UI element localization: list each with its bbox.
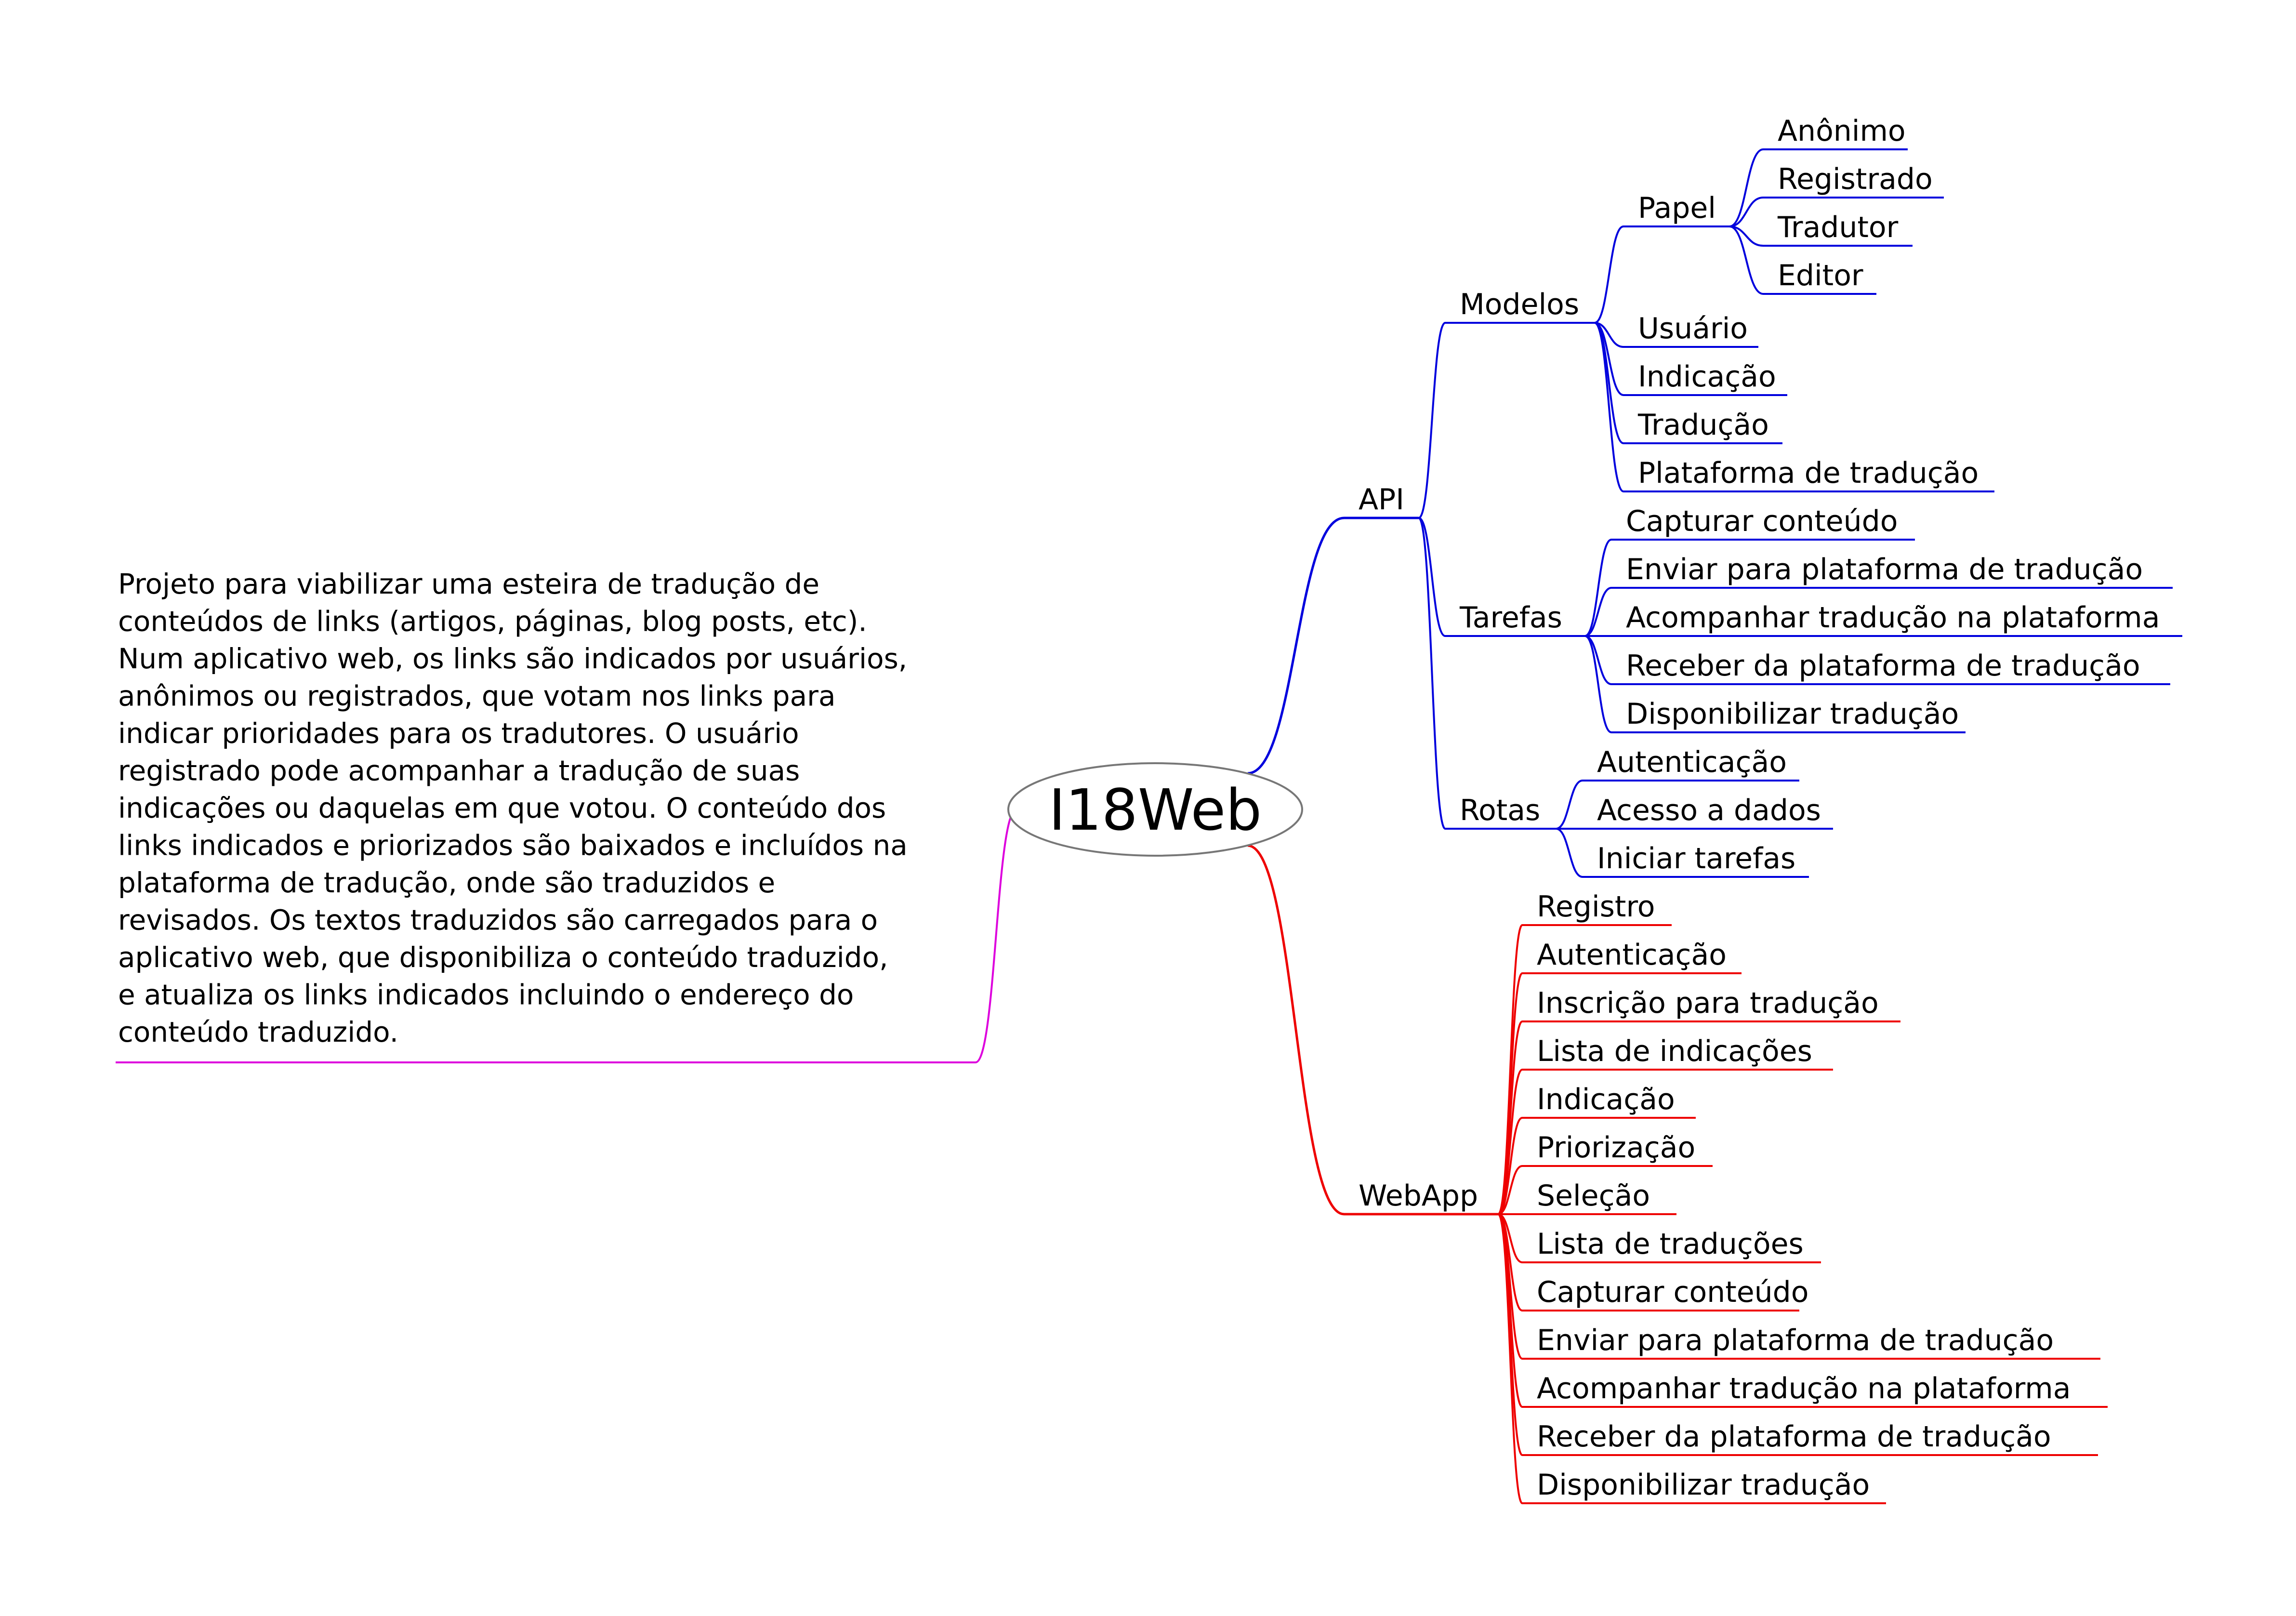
- node-papel-item-2[interactable]: Tradutor: [1777, 211, 1899, 244]
- node-modelos-item-3[interactable]: Plataforma de tradução: [1638, 456, 1979, 490]
- description-connector: [975, 808, 1017, 1063]
- node-papel-item-1-connector: [1729, 197, 1764, 227]
- node-papel-item-0-connector: [1729, 148, 1764, 227]
- description-line: anônimos ou registrados, que votam nos l…: [118, 680, 836, 713]
- node-tarefas-item-3[interactable]: Receber da plataforma de tradução: [1626, 649, 2140, 683]
- node-webapp-item-6[interactable]: Seleção: [1537, 1179, 1650, 1213]
- description-note: Projeto para viabilizar uma esteira de t…: [118, 568, 908, 1048]
- node-modelos-item-1[interactable]: Indicação: [1638, 360, 1776, 394]
- node-papel-item-1[interactable]: Registrado: [1778, 162, 1933, 196]
- node-tarefas-item-0[interactable]: Capturar conteúdo: [1626, 504, 1898, 538]
- node-webapp-item-10[interactable]: Acompanhar tradução na plataforma: [1537, 1372, 2071, 1405]
- node-webapp-item-11[interactable]: Receber da plataforma de tradução: [1537, 1420, 2051, 1454]
- node-webapp-item-5-connector: [1498, 1165, 1523, 1215]
- node-modelos[interactable]: Modelos: [1460, 288, 1579, 321]
- description-line: revisados. Os textos traduzidos são carr…: [118, 904, 878, 937]
- node-tarefas-item-4-connector: [1584, 635, 1612, 733]
- description-line: indicar prioridades para os tradutores. …: [118, 717, 799, 750]
- node-tarefas-item-1-connector: [1584, 587, 1612, 637]
- node-webapp-item-11-connector: [1497, 1213, 1523, 1456]
- branch-webapp-connector: [1247, 844, 1345, 1216]
- node-rotas-connector: [1418, 517, 1446, 830]
- node-webapp-item-3[interactable]: Lista de indicações: [1537, 1034, 1812, 1068]
- description-line: indicações ou daquelas em que votou. O c…: [118, 792, 886, 824]
- description-line: e atualiza os links indicados incluindo …: [118, 979, 854, 1011]
- node-tarefas-item-0-connector: [1584, 539, 1612, 637]
- branch-api-connector: [1247, 517, 1345, 775]
- node-rotas[interactable]: Rotas: [1460, 794, 1540, 827]
- node-modelos-item-3-connector: [1594, 322, 1624, 492]
- node-tarefas-item-1[interactable]: Enviar para plataforma de tradução: [1626, 553, 2143, 586]
- description-line: aplicativo web, que disponibiliza o cont…: [118, 941, 888, 974]
- node-modelos-item-0-connector: [1594, 322, 1624, 348]
- description-line: Num aplicativo web, os links são indicad…: [118, 642, 907, 675]
- node-papel[interactable]: Papel: [1638, 191, 1716, 225]
- branch-api[interactable]: API: [1359, 483, 1404, 517]
- node-webapp-item-1[interactable]: Autenticação: [1537, 938, 1727, 972]
- node-webapp-item-7[interactable]: Lista de traduções: [1537, 1227, 1804, 1261]
- node-webapp-item-12[interactable]: Disponibilizar tradução: [1537, 1468, 1870, 1502]
- root-node-outline[interactable]: [1007, 762, 1303, 857]
- node-papel-item-0[interactable]: Anônimo: [1778, 114, 1906, 148]
- description-line: conteúdo traduzido.: [118, 1016, 398, 1048]
- node-tarefas-item-2[interactable]: Acompanhar tradução na plataforma: [1626, 601, 2160, 635]
- node-tarefas[interactable]: Tarefas: [1459, 601, 1562, 635]
- node-rotas-item-2-connector: [1556, 828, 1583, 878]
- node-papel-item-2-connector: [1729, 225, 1764, 247]
- description-line: conteúdos de links (artigos, páginas, bl…: [118, 605, 867, 638]
- node-rotas-item-2[interactable]: Iniciar tarefas: [1597, 842, 1795, 875]
- node-rotas-item-0-connector: [1556, 780, 1583, 830]
- branch-webapp[interactable]: WebApp: [1359, 1179, 1478, 1213]
- node-tarefas-item-4[interactable]: Disponibilizar tradução: [1626, 697, 1959, 731]
- description-line: plataforma de tradução, onde são traduzi…: [118, 866, 775, 899]
- node-tarefas-item-3-connector: [1584, 635, 1612, 685]
- node-webapp-item-0[interactable]: Registro: [1537, 890, 1655, 924]
- node-webapp-item-9[interactable]: Enviar para plataforma de tradução: [1537, 1324, 2054, 1357]
- node-papel-item-3-connector: [1729, 225, 1764, 295]
- node-webapp-item-2[interactable]: Inscrição para tradução: [1537, 986, 1879, 1020]
- node-rotas-item-1[interactable]: Acesso a dados: [1597, 794, 1821, 827]
- node-rotas-item-0[interactable]: Autenticação: [1597, 745, 1787, 779]
- description-line: links indicados e priorizados são baixad…: [118, 829, 908, 862]
- node-webapp-item-8[interactable]: Capturar conteúdo: [1537, 1275, 1808, 1309]
- node-webapp-item-5[interactable]: Priorização: [1537, 1131, 1695, 1165]
- node-modelos-connector: [1418, 322, 1446, 519]
- node-webapp-item-12-connector: [1497, 1213, 1523, 1504]
- node-webapp-item-4-connector: [1498, 1117, 1523, 1215]
- root-node-label[interactable]: I18Web: [1049, 777, 1262, 843]
- node-modelos-item-2-connector: [1594, 322, 1624, 444]
- connector-layer: [116, 148, 2182, 1504]
- node-modelos-item-0[interactable]: Usuário: [1638, 312, 1748, 345]
- description-line: registrado pode acompanhar a tradução de…: [118, 755, 800, 787]
- node-papel-item-3[interactable]: Editor: [1778, 259, 1863, 292]
- node-tarefas-connector: [1418, 517, 1446, 637]
- description-line: Projeto para viabilizar uma esteira de t…: [118, 568, 819, 600]
- node-modelos-item-2[interactable]: Tradução: [1637, 408, 1769, 442]
- node-layer: API Modelos Papel Anônimo Registrado Tradutor…: [1359, 114, 2160, 1502]
- node-webapp-item-4[interactable]: Indicação: [1537, 1083, 1675, 1116]
- node-webapp-item-1-connector: [1497, 972, 1523, 1215]
- node-papel-connector: [1594, 225, 1624, 324]
